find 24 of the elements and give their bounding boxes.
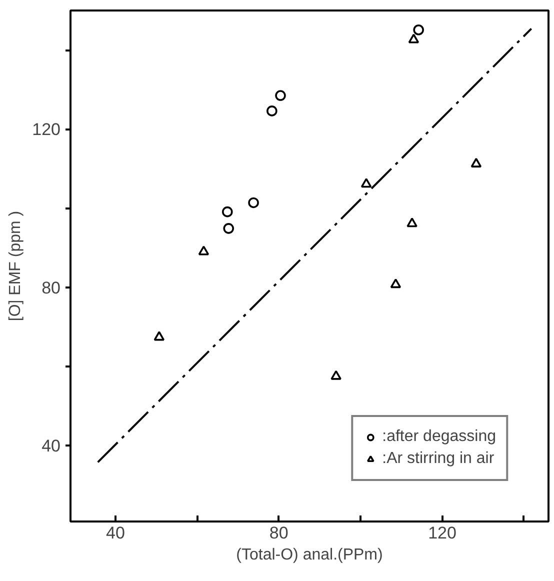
x-tick-label: 40 (106, 524, 125, 542)
point (406, 218, 418, 228)
x-tick-label: 80 (269, 524, 288, 542)
point (223, 223, 234, 234)
point (154, 331, 165, 341)
y-tick-label: 120 (32, 120, 61, 140)
point (360, 178, 372, 188)
point (275, 90, 286, 101)
y-axis-title: [O] EMF (ppm ) (7, 210, 24, 322)
x-axis-title: (Total-O) anal.(PPm) (236, 546, 383, 564)
x-tick-label: 120 (428, 524, 456, 542)
y-tick-label: 40 (42, 436, 61, 456)
y-tick-label: 80 (42, 278, 61, 298)
point (413, 24, 424, 36)
point (408, 34, 420, 44)
point (198, 246, 210, 256)
legend-label: :Ar stirring in air (382, 450, 494, 468)
point (330, 370, 342, 380)
point (266, 106, 278, 116)
point (248, 197, 259, 208)
point (390, 278, 402, 288)
point (222, 206, 233, 218)
point (470, 158, 482, 168)
legend-label: :after degassing (382, 428, 496, 446)
